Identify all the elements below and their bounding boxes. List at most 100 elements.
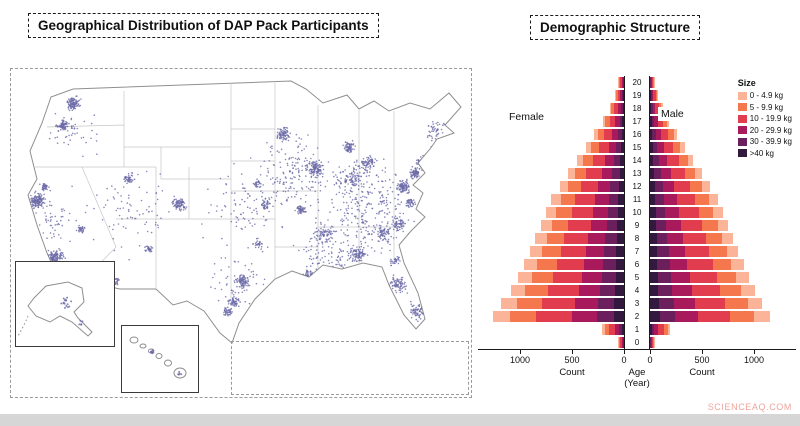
bar-segment [689,272,717,283]
bar-segment [650,298,659,309]
female-bar [478,233,624,244]
bar-segment [590,220,607,231]
bar-segment [524,259,538,270]
axis-tick [754,350,755,354]
bar-segment [598,142,609,153]
bar-segment [571,207,593,218]
female-bar [478,194,624,205]
bar-segment [726,246,739,257]
bar-segment [601,168,613,179]
bar-segment [650,142,653,153]
female-bar [478,142,624,153]
bar-segment [536,311,572,322]
bar-segment [598,181,611,192]
age-axis-label: 0 [624,336,650,349]
age-axis-label: 1 [624,323,650,336]
state-borders [35,81,404,301]
bar-segment [677,194,696,205]
bar-segment [687,155,694,166]
bar-segment [655,194,665,205]
bar-segment [560,246,587,257]
axis-tick-label: 0 [621,355,627,365]
male-bar [650,129,796,140]
male-bar [650,298,796,309]
bar-segment [619,168,624,179]
legend-label: 10 - 19.9 kg [749,114,792,124]
bar-segment [610,181,619,192]
bar-segment [652,103,656,114]
bar-segment [548,285,579,296]
bar-segment [652,337,654,348]
age-axis-label: 20 [624,76,650,89]
male-bar [650,181,796,192]
female-bar [478,285,624,296]
bar-segment [716,272,737,283]
bar-segment [620,155,624,166]
age-axis-label: 9 [624,219,650,232]
pyramid-row: 19 [478,89,796,102]
bar-segment [616,142,621,153]
bar-segment [602,324,606,335]
bar-segment [653,77,655,88]
legend-item: 0 - 4.9 kg [737,90,792,102]
bar-segment [559,181,568,192]
male-bar [650,233,796,244]
bar-segment [730,311,755,322]
bar-segment [622,77,624,88]
female-bar [478,181,624,192]
bar-segment [712,259,732,270]
bar-segment [619,77,622,88]
pyramid-rows: 20 19 18 17 16 15 14 13 12 11 10 9 8 7 6 5 4 3 2 1 0 [478,76,796,349]
male-bar [650,246,796,257]
bar-segment [604,129,613,140]
axis-tick-label: 500 [694,355,710,365]
bar-segment [623,77,624,88]
bar-segment [614,298,624,309]
bar-segment [673,142,681,153]
population-pyramid: 20 19 18 17 16 15 14 13 12 11 10 9 8 7 6 5 4 3 2 1 0 Count A… [478,76,796,406]
bar-segment [602,116,606,127]
bar-segment [621,77,623,88]
bar-segment [695,168,702,179]
bar-segment [606,220,618,231]
bar-segment [596,311,614,322]
male-bar [650,259,796,270]
bar-segment [617,220,624,231]
bar-segment [586,142,592,153]
bar-segment [617,90,621,101]
bar-segment [621,129,624,140]
alaska-participant-dots [60,296,84,326]
pyramid-row: 8 [478,232,796,245]
bar-segment [690,181,702,192]
bar-segment [531,272,553,283]
bar-segment [650,129,653,140]
bar-segment [618,337,620,348]
age-axis-label: 4 [624,284,650,297]
bar-segment [622,337,624,348]
pyramid-row: 12 [478,180,796,193]
bar-segment [619,337,621,348]
bar-segment [598,298,615,309]
bar-segment [657,90,659,101]
age-caption-line2: (Year) [624,377,650,389]
bar-segment [577,155,584,166]
bar-segment [657,116,663,127]
bar-segment [650,207,656,218]
bar-segment [605,116,610,127]
female-bar [478,168,624,179]
age-axis-label: 6 [624,258,650,271]
bar-segment [615,116,620,127]
pyramid-row: 0 [478,336,796,349]
male-bar [650,90,796,101]
male-bar [650,337,796,348]
pyramid-row: 20 [478,76,796,89]
legend-item: 20 - 29.9 kg [737,125,792,137]
bar-segment [621,337,623,348]
legend-swatch [737,114,747,123]
bar-segment [651,103,653,114]
bar-segment [722,233,734,244]
bar-segment [529,246,543,257]
legend-label: 0 - 4.9 kg [749,91,784,101]
bar-segment [658,324,664,335]
bar-segment [574,298,599,309]
